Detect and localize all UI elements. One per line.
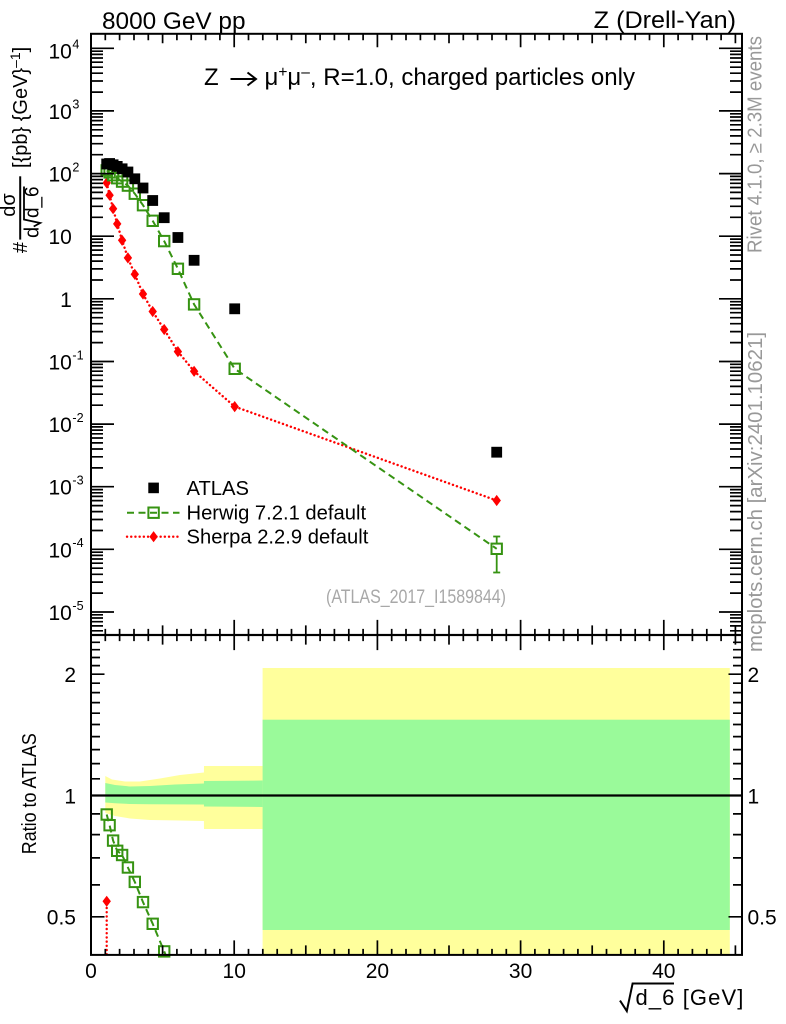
- svg-text:8000 GeV pp: 8000 GeV pp: [102, 8, 246, 35]
- svg-text:-4: -4: [72, 536, 83, 550]
- svg-text:10: 10: [48, 602, 71, 625]
- svg-text:d: d: [22, 227, 44, 238]
- svg-text:10: 10: [48, 226, 71, 249]
- svg-text:-2: -2: [72, 411, 83, 425]
- svg-text:Herwig 7.2.1 default: Herwig 7.2.1 default: [187, 503, 367, 525]
- svg-text:(ATLAS_2017_I1589844): (ATLAS_2017_I1589844): [326, 587, 506, 608]
- svg-text:-3: -3: [72, 474, 83, 488]
- svg-text:d_6 [GeV]: d_6 [GeV]: [636, 985, 745, 1010]
- svg-text:3: 3: [72, 98, 79, 112]
- svg-text:#: #: [10, 241, 32, 253]
- svg-text:2: 2: [64, 664, 76, 687]
- svg-text:10: 10: [48, 101, 71, 124]
- svg-text:2: 2: [72, 160, 79, 174]
- svg-text:0.5: 0.5: [47, 907, 76, 930]
- svg-text:dσ: dσ: [0, 193, 20, 217]
- svg-text:Ratio to ATLAS: Ratio to ATLAS: [19, 733, 41, 854]
- svg-text:10: 10: [48, 477, 71, 500]
- svg-text:μ+μ–, R=1.0, charged particles: μ+μ–, R=1.0, charged particles only: [265, 64, 636, 91]
- svg-text:Rivet 4.1.0, ≥ 2.3M events: Rivet 4.1.0, ≥ 2.3M events: [745, 36, 767, 253]
- svg-text:0: 0: [85, 960, 97, 983]
- svg-text:10: 10: [48, 352, 71, 375]
- svg-text:40: 40: [652, 960, 675, 983]
- svg-text:10: 10: [223, 960, 246, 983]
- svg-text:10: 10: [48, 414, 71, 437]
- svg-text:2: 2: [748, 664, 760, 687]
- svg-text:-5: -5: [72, 599, 83, 613]
- svg-text:1: 1: [748, 785, 760, 808]
- svg-text:0.5: 0.5: [748, 907, 777, 930]
- svg-text:1: 1: [64, 785, 76, 808]
- svg-text:1: 1: [60, 289, 72, 312]
- svg-text:4: 4: [72, 37, 79, 51]
- svg-text:mcplots.cern.ch [arXiv:2401.10: mcplots.cern.ch [arXiv:2401.10621]: [745, 332, 767, 652]
- svg-text:Sherpa 2.2.9 default: Sherpa 2.2.9 default: [187, 527, 369, 549]
- svg-text:Z (Drell-Yan): Z (Drell-Yan): [594, 7, 736, 34]
- svg-text:10: 10: [48, 164, 71, 187]
- svg-text:10: 10: [48, 539, 71, 562]
- svg-text:d_6: d_6: [22, 187, 44, 219]
- svg-text:30: 30: [509, 960, 532, 983]
- svg-text:Z: Z: [204, 64, 219, 91]
- svg-text:10: 10: [48, 41, 71, 64]
- svg-text:ATLAS: ATLAS: [187, 478, 249, 500]
- svg-text:20: 20: [366, 960, 389, 983]
- svg-text:-1: -1: [72, 348, 83, 362]
